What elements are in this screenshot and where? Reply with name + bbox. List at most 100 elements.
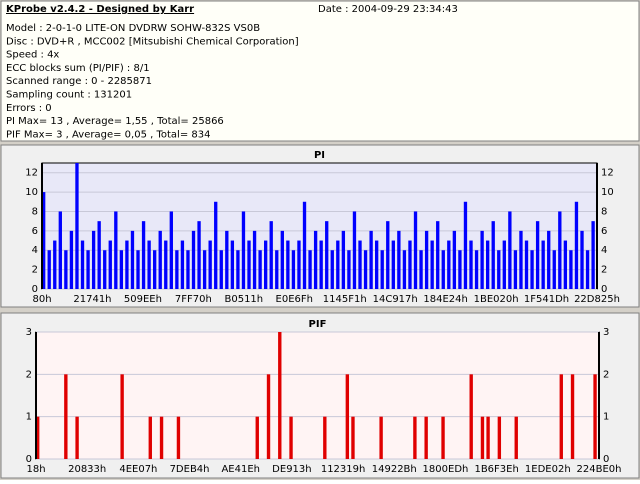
- bar: [219, 250, 223, 289]
- bar: [345, 374, 350, 459]
- date: Date : 2004-09-29 23:34:43: [318, 4, 458, 15]
- bar: [436, 221, 440, 289]
- chart-title: PIF: [309, 319, 327, 330]
- bar: [486, 240, 490, 289]
- plot-area: [35, 331, 600, 460]
- y-tick-label: 2: [26, 369, 32, 380]
- bar: [176, 416, 181, 459]
- bar: [593, 374, 597, 459]
- bar: [463, 201, 468, 289]
- bar: [86, 250, 90, 289]
- bar: [351, 416, 355, 459]
- app-title: KProbe v2.4.2 - Designed by Karr: [6, 4, 194, 15]
- bar: [97, 221, 101, 289]
- info-line: PI Max= 13 , Average= 1,55 , Total= 2586…: [6, 116, 224, 127]
- bar: [114, 211, 118, 289]
- bar: [141, 221, 146, 289]
- bar: [413, 211, 418, 289]
- bar: [291, 250, 296, 289]
- x-tick-label: 1BE020h: [474, 294, 519, 305]
- bar: [275, 250, 279, 289]
- bar: [120, 374, 124, 459]
- bar: [424, 416, 428, 459]
- y-tick-label-right: 12: [601, 168, 614, 179]
- x-tick-label: 112319h: [321, 464, 366, 475]
- y-tick-label-right: 2: [601, 265, 607, 276]
- bar: [330, 250, 334, 289]
- bar: [352, 211, 357, 289]
- bar: [530, 250, 534, 289]
- bar: [325, 221, 329, 289]
- bar: [297, 240, 301, 289]
- bar: [64, 250, 68, 289]
- bar: [230, 240, 235, 289]
- y-tick-label-right: 3: [603, 327, 609, 338]
- x-tick-label: 1F541Dh: [524, 294, 569, 305]
- bar: [202, 250, 207, 289]
- bar: [559, 374, 563, 459]
- bar: [186, 250, 190, 289]
- y-tick-label: 0: [26, 454, 32, 465]
- x-tick-label: DE913h: [272, 464, 311, 475]
- bar: [480, 230, 484, 289]
- y-tick-label-right: 6: [601, 226, 607, 237]
- y-tick-label: 0: [32, 284, 38, 295]
- bar: [402, 250, 407, 289]
- bar: [278, 332, 282, 459]
- bar: [247, 240, 251, 289]
- bar: [574, 201, 579, 289]
- bar: [535, 221, 540, 289]
- bar: [570, 374, 575, 459]
- info-panel: [0, 0, 640, 142]
- bar: [42, 192, 46, 289]
- info-line: Sampling count : 131201: [6, 90, 132, 101]
- bar: [563, 240, 568, 289]
- bar: [108, 240, 112, 289]
- bar: [480, 416, 485, 459]
- bar: [323, 416, 327, 459]
- bar: [580, 230, 584, 289]
- bar: [430, 240, 434, 289]
- info-line: Disc : DVD+R , MCC002 [Mitsubishi Chemic…: [6, 36, 299, 47]
- bar: [164, 240, 168, 289]
- y-tick-label: 4: [32, 245, 38, 256]
- x-tick-label: E0E6Fh: [276, 294, 313, 305]
- bar: [91, 230, 96, 289]
- bar: [252, 230, 257, 289]
- y-tick-label-right: 4: [601, 245, 607, 256]
- bar: [380, 250, 384, 289]
- bar: [391, 240, 395, 289]
- bar: [136, 250, 140, 289]
- x-tick-label: 18h: [26, 464, 45, 475]
- bar: [486, 416, 490, 459]
- x-tick-label: 22D825h: [574, 294, 620, 305]
- bar: [286, 240, 290, 289]
- bar: [58, 211, 62, 289]
- x-tick-label: 509EEh: [124, 294, 162, 305]
- bar: [491, 221, 495, 289]
- bar: [153, 250, 157, 289]
- bar: [469, 240, 473, 289]
- y-tick-label-right: 8: [601, 206, 607, 217]
- bar: [159, 416, 164, 459]
- bar: [158, 230, 162, 289]
- x-tick-label: 7DEB4h: [170, 464, 210, 475]
- bar: [519, 230, 523, 289]
- bar: [386, 221, 390, 289]
- bar: [69, 230, 74, 289]
- y-tick-label-right: 0: [601, 284, 607, 295]
- y-tick-label: 3: [26, 327, 32, 338]
- bar: [513, 250, 518, 289]
- x-tick-label: B0511h: [224, 294, 263, 305]
- bar: [75, 163, 79, 289]
- x-tick-label: 1145F1h: [323, 294, 367, 305]
- bar: [347, 250, 351, 289]
- bar: [452, 230, 457, 289]
- bar: [363, 250, 368, 289]
- bar: [175, 250, 179, 289]
- bar: [191, 230, 196, 289]
- bar: [125, 240, 129, 289]
- bar: [169, 211, 173, 289]
- info-line: ECC blocks sum (PI/PIF) : 8/1: [6, 63, 150, 74]
- bar: [502, 240, 506, 289]
